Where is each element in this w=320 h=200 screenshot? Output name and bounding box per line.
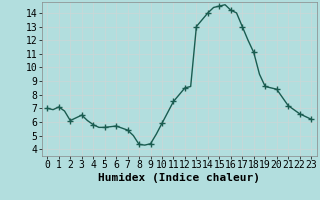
X-axis label: Humidex (Indice chaleur): Humidex (Indice chaleur) [98,173,260,183]
